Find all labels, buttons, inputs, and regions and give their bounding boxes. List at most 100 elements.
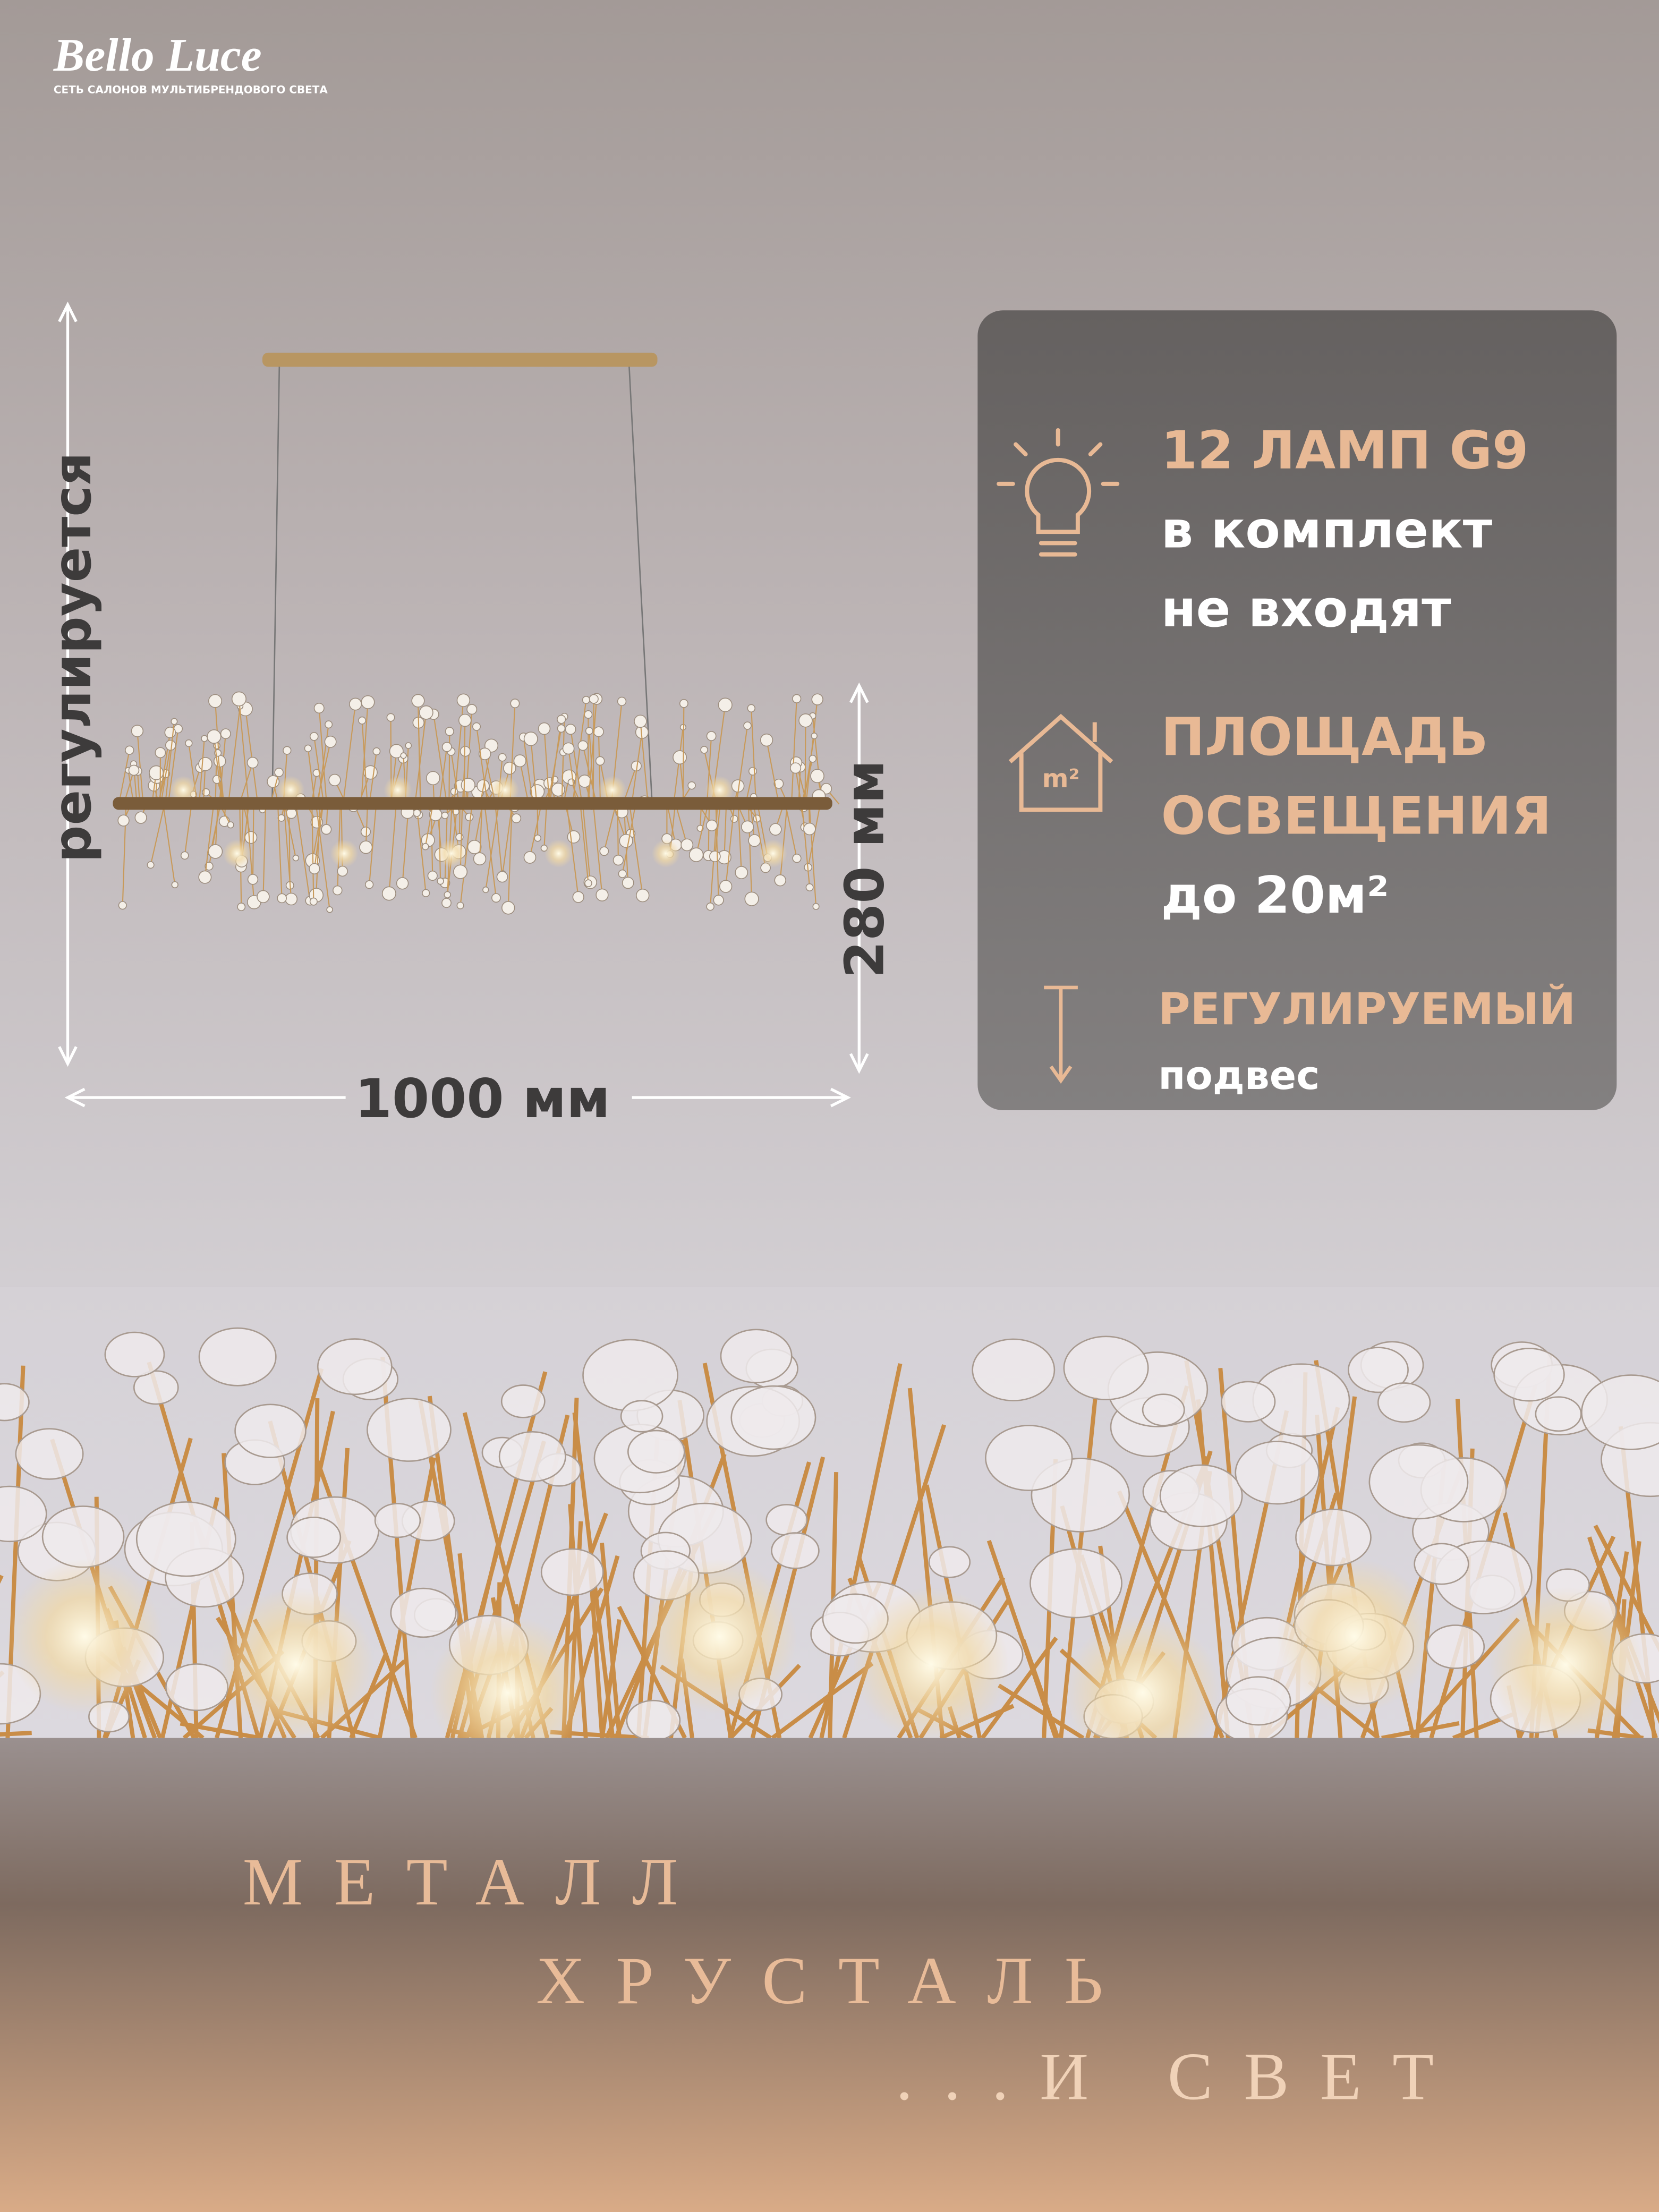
- brand-tagline: СЕТЬ САЛОНОВ МУЛЬТИБРЕНДОВОГО СВЕТА: [54, 83, 328, 96]
- rod: [1593, 1524, 1659, 1653]
- crystal: [679, 699, 688, 708]
- crystal: [456, 693, 471, 707]
- rod: [523, 737, 534, 804]
- crystal: [572, 891, 584, 903]
- rod: [361, 720, 368, 804]
- rod: [369, 804, 377, 885]
- lamp-glow: [1065, 1615, 1221, 1771]
- crystal: [705, 819, 718, 831]
- rod: [570, 729, 583, 804]
- crystal: [321, 824, 332, 835]
- feature-panel: [977, 310, 1617, 1110]
- crystal: [501, 901, 515, 915]
- rod: [484, 804, 497, 898]
- crystal: [562, 742, 575, 755]
- crystal: [626, 1699, 681, 1741]
- rod: [801, 759, 813, 804]
- crystal: [41, 1505, 125, 1568]
- rod: [588, 699, 598, 804]
- crystal: [381, 886, 396, 901]
- crystal: [582, 696, 590, 704]
- crystal: [1142, 1393, 1185, 1426]
- crystal: [274, 768, 284, 777]
- feature-title: ПЛОЩАДЬ: [1161, 707, 1488, 768]
- crystal: [589, 694, 599, 704]
- crystal: [441, 742, 452, 752]
- slogan-line: ...И СВЕТ: [896, 2039, 1465, 2114]
- crystal: [292, 854, 300, 862]
- rod: [766, 739, 780, 804]
- crystal: [125, 745, 134, 755]
- rod: [809, 804, 817, 907]
- rod: [450, 751, 460, 804]
- crystal: [765, 1504, 808, 1536]
- crystal: [367, 1398, 452, 1462]
- crystal: [201, 735, 208, 742]
- rod: [715, 804, 719, 900]
- crystal: [309, 897, 318, 906]
- crystal: [246, 756, 259, 769]
- rod: [283, 804, 292, 899]
- crystal: [599, 846, 609, 856]
- crystal: [809, 754, 817, 763]
- crystal: [805, 883, 814, 891]
- crystal: [427, 870, 438, 881]
- crystal: [104, 1331, 165, 1377]
- rod: [215, 804, 219, 852]
- rod: [673, 727, 684, 804]
- rod: [312, 804, 324, 861]
- crystal: [743, 721, 752, 730]
- crystal: [498, 753, 507, 762]
- crystal: [741, 820, 754, 833]
- crystal: [372, 747, 381, 755]
- crystal: [706, 902, 714, 911]
- depth-label: 280 мм: [833, 760, 896, 978]
- rod: [666, 804, 676, 845]
- rod: [284, 804, 296, 858]
- crystal: [118, 901, 127, 910]
- crystal: [0, 1383, 30, 1422]
- rod: [479, 804, 483, 859]
- feature-text: не входят: [1161, 579, 1451, 639]
- crystal: [244, 831, 258, 844]
- rod: [210, 804, 222, 853]
- rod: [160, 745, 172, 804]
- crystal: [1414, 1543, 1469, 1585]
- rod: [724, 804, 727, 857]
- crystal: [735, 866, 748, 879]
- crystal: [478, 747, 491, 760]
- crystal: [551, 782, 565, 797]
- rod: [433, 714, 448, 804]
- rod: [438, 746, 448, 804]
- crystal: [636, 888, 650, 903]
- crystal: [744, 891, 759, 906]
- crystal: [513, 754, 526, 768]
- crystal: [309, 732, 319, 741]
- rod: [313, 804, 324, 869]
- crystal: [349, 697, 362, 711]
- crystal: [309, 863, 320, 874]
- crystal: [237, 903, 246, 912]
- crystal: [198, 1327, 277, 1386]
- rod: [622, 804, 636, 874]
- rod: [747, 804, 753, 899]
- crystal: [812, 903, 820, 910]
- rod: [227, 706, 241, 804]
- crystal: [247, 874, 259, 885]
- rod: [529, 804, 542, 858]
- width-label: 1000 мм: [355, 1067, 610, 1130]
- crystal: [557, 714, 566, 724]
- crystal: [155, 747, 166, 759]
- bottom-band: [0, 1738, 1659, 2212]
- rod: [631, 732, 643, 804]
- crystal: [473, 852, 487, 865]
- dimension-arrows: [58, 301, 869, 1108]
- crystal: [234, 1403, 307, 1458]
- crystal: [491, 893, 501, 903]
- rod: [475, 726, 488, 804]
- crystal: [985, 1425, 1073, 1491]
- lamp-glow: [218, 1587, 374, 1742]
- crystal: [359, 840, 373, 854]
- rod: [572, 700, 587, 804]
- rod: [238, 699, 250, 804]
